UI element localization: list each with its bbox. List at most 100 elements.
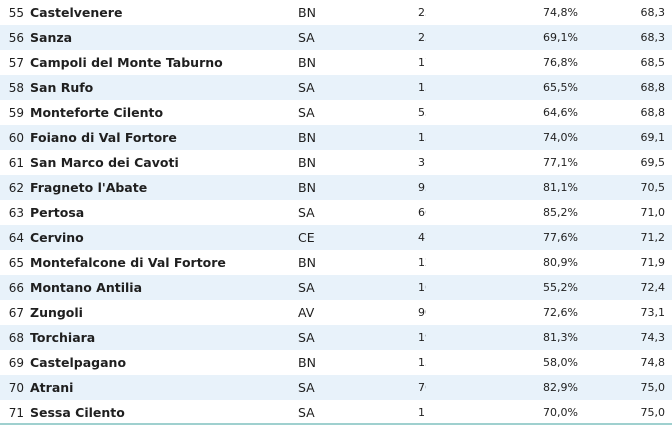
province-cell: BN xyxy=(298,355,316,370)
population-cell: 2330 xyxy=(418,31,426,44)
percentage-cell: 69,1% xyxy=(543,31,578,44)
rank-cell: 62 xyxy=(8,180,24,195)
province-cell: AV xyxy=(298,305,315,320)
score-cell: 68,8 xyxy=(640,81,666,94)
percentage-cell: 65,5% xyxy=(543,81,578,94)
province-cell: SA xyxy=(298,205,315,220)
municipality-name-cell: Torchiara xyxy=(30,330,96,345)
score-cell: 75,0 xyxy=(640,406,666,419)
population-cell: 538 xyxy=(418,106,426,119)
province-cell: BN xyxy=(298,5,316,20)
table-row: 69 Castelpagano BN 1336 58,0% 74,8 xyxy=(0,350,672,375)
population-cell: 3162 xyxy=(418,156,426,169)
rank-cell: 71 xyxy=(8,405,24,420)
rank-cell: 69 xyxy=(8,355,24,370)
municipality-name-cell: Atrani xyxy=(30,380,74,395)
percentage-cell: 82,9% xyxy=(543,381,578,394)
population-cell: 665 xyxy=(418,206,426,219)
province-cell: BN xyxy=(298,255,316,270)
score-cell: 68,3 xyxy=(640,6,666,19)
municipality-name-cell: Sanza xyxy=(30,30,73,45)
percentage-cell: 72,6% xyxy=(543,306,578,319)
population-cell: 1903 xyxy=(418,331,426,344)
table-row: 68 Torchiara SA 1903 81,3% 74,3 xyxy=(0,325,672,350)
percentage-cell: 85,2% xyxy=(543,206,578,219)
province-cell: SA xyxy=(298,80,315,95)
municipality-name-cell: Montano Antilia xyxy=(30,280,143,295)
rank-cell: 59 xyxy=(8,105,24,120)
score-cell: 73,1 xyxy=(640,306,666,319)
table-row: 71 Sessa Cilento SA 1129 70,0% 75,0 xyxy=(0,400,672,425)
rank-cell: 68 xyxy=(8,330,24,345)
score-cell: 69,1 xyxy=(640,131,666,144)
rank-cell: 61 xyxy=(8,155,24,170)
municipality-name-cell: Castelvenere xyxy=(30,5,123,20)
population-cell: 1652 xyxy=(418,281,426,294)
population-cell: 4720 xyxy=(418,231,426,244)
table-row: 56 Sanza SA 2330 69,1% 68,3 xyxy=(0,25,672,50)
percentage-cell: 74,8% xyxy=(543,6,578,19)
municipality-name-cell: Sessa Cilento xyxy=(30,405,125,420)
population-cell: 2361 xyxy=(418,6,426,19)
score-cell: 74,8 xyxy=(640,356,666,369)
population-cell: 1129 xyxy=(418,406,426,419)
rank-cell: 64 xyxy=(8,230,24,245)
municipality-name-cell: Castelpagano xyxy=(30,355,127,370)
municipality-name-cell: Campoli del Monte Taburno xyxy=(30,55,223,70)
rank-cell: 70 xyxy=(8,380,24,395)
rank-cell: 63 xyxy=(8,205,24,220)
rank-cell: 55 xyxy=(8,5,24,20)
province-cell: BN xyxy=(298,130,316,145)
score-cell: 71,2 xyxy=(640,231,666,244)
province-cell: SA xyxy=(298,105,315,120)
table-row: 55 Castelvenere BN 2361 74,8% 68,3 xyxy=(0,0,672,25)
municipality-name-cell: Zungoli xyxy=(30,305,83,320)
table-row: 70 Atrani SA 764 82,9% 75,0 xyxy=(0,375,672,400)
table-row: 60 Foiano di Val Fortore BN 1393 74,0% 69,1 xyxy=(0,125,672,150)
rank-cell: 58 xyxy=(8,80,24,95)
percentage-cell: 80,9% xyxy=(543,256,578,269)
population-cell: 930 xyxy=(418,181,426,194)
table-row: 59 Monteforte Cilento SA 538 64,6% 68,8 xyxy=(0,100,672,125)
province-cell: SA xyxy=(298,30,315,45)
percentage-cell: 77,1% xyxy=(543,156,578,169)
table-row: 58 San Rufo SA 1591 65,5% 68,8 xyxy=(0,75,672,100)
province-cell: CE xyxy=(298,230,315,245)
municipality-name-cell: Monteforte Cilento xyxy=(30,105,164,120)
table-row: 62 Fragneto l'Abate BN 930 81,1% 70,5 xyxy=(0,175,672,200)
municipality-name-cell: Pertosa xyxy=(30,205,85,220)
province-cell: BN xyxy=(298,155,316,170)
table-row: 63 Pertosa SA 665 85,2% 71,0 xyxy=(0,200,672,225)
table-bottom-border xyxy=(0,423,672,425)
province-cell: SA xyxy=(298,280,315,295)
percentage-cell: 58,0% xyxy=(543,356,578,369)
table-row: 57 Campoli del Monte Taburno BN 1761 76,8% 68… xyxy=(0,50,672,75)
score-cell: 68,8 xyxy=(640,106,666,119)
score-cell: 71,9 xyxy=(640,256,666,269)
percentage-cell: 74,0% xyxy=(543,131,578,144)
rank-cell: 66 xyxy=(8,280,24,295)
municipality-name-cell: Cervino xyxy=(30,230,84,245)
score-cell: 72,4 xyxy=(640,281,666,294)
municipality-name-cell: Montefalcone di Val Fortore xyxy=(30,255,226,270)
table-row: 64 Cervino CE 4720 77,6% 71,2 xyxy=(0,225,672,250)
rank-cell: 56 xyxy=(8,30,24,45)
province-cell: SA xyxy=(298,405,315,420)
population-cell: 1591 xyxy=(418,81,426,94)
score-cell: 68,3 xyxy=(640,31,666,44)
percentage-cell: 64,6% xyxy=(543,106,578,119)
province-cell: BN xyxy=(298,55,316,70)
population-cell: 1393 xyxy=(418,131,426,144)
table-row: 66 Montano Antilia SA 1652 55,2% 72,4 xyxy=(0,275,672,300)
municipality-name-cell: San Rufo xyxy=(30,80,94,95)
rank-cell: 57 xyxy=(8,55,24,70)
score-cell: 74,3 xyxy=(640,331,666,344)
score-cell: 68,5 xyxy=(640,56,666,69)
population-cell: 1287 xyxy=(418,256,426,269)
municipality-name-cell: San Marco dei Cavoti xyxy=(30,155,179,170)
rank-cell: 65 xyxy=(8,255,24,270)
percentage-cell: 81,1% xyxy=(543,181,578,194)
rank-cell: 67 xyxy=(8,305,24,320)
province-cell: SA xyxy=(298,380,315,395)
